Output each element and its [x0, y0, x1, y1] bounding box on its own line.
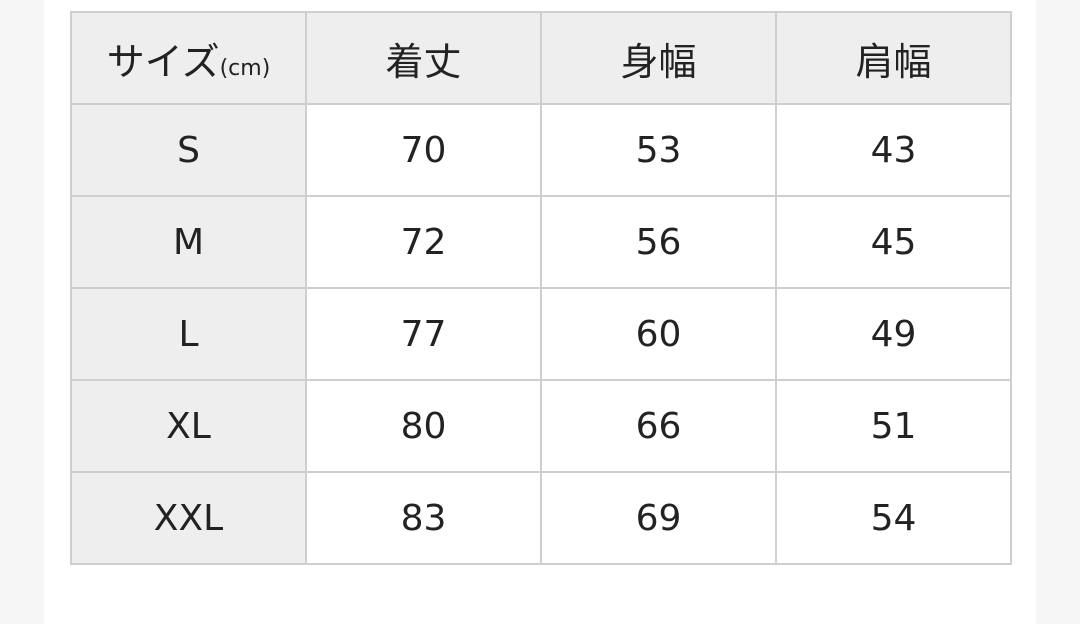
value-cell: 70	[305, 103, 542, 197]
header-length: 着丈	[305, 11, 542, 105]
header-shoulder: 肩幅	[775, 11, 1012, 105]
value-cell: 43	[775, 103, 1012, 197]
header-size-label: サイズ	[106, 39, 220, 84]
size-cell: XXL	[70, 471, 307, 565]
value-cell: 80	[305, 379, 542, 473]
table-row: XL 80 66 51	[70, 379, 1012, 473]
content-card: サイズ(cm) 着丈 身幅 肩幅 S 70 53 43 M 72 56 45 L 77 60 49 XL…	[44, 0, 1036, 624]
table-row: XXL 83 69 54	[70, 471, 1012, 565]
value-cell: 60	[540, 287, 777, 381]
value-cell: 56	[540, 195, 777, 289]
header-width: 身幅	[540, 11, 777, 105]
value-cell: 53	[540, 103, 777, 197]
value-cell: 77	[305, 287, 542, 381]
header-row: サイズ(cm) 着丈 身幅 肩幅	[70, 11, 1012, 105]
size-cell: XL	[70, 379, 307, 473]
value-cell: 49	[775, 287, 1012, 381]
size-cell: L	[70, 287, 307, 381]
table-row: M 72 56 45	[70, 195, 1012, 289]
header-size: サイズ(cm)	[70, 11, 307, 105]
value-cell: 66	[540, 379, 777, 473]
table-row: L 77 60 49	[70, 287, 1012, 381]
value-cell: 72	[305, 195, 542, 289]
size-cell: M	[70, 195, 307, 289]
table-row: S 70 53 43	[70, 103, 1012, 197]
size-chart-table: サイズ(cm) 着丈 身幅 肩幅 S 70 53 43 M 72 56 45 L 77 60 49 XL…	[70, 11, 1012, 565]
value-cell: 69	[540, 471, 777, 565]
size-cell: S	[70, 103, 307, 197]
value-cell: 51	[775, 379, 1012, 473]
value-cell: 45	[775, 195, 1012, 289]
unit-label: (cm)	[219, 55, 271, 81]
value-cell: 54	[775, 471, 1012, 565]
value-cell: 83	[305, 471, 542, 565]
